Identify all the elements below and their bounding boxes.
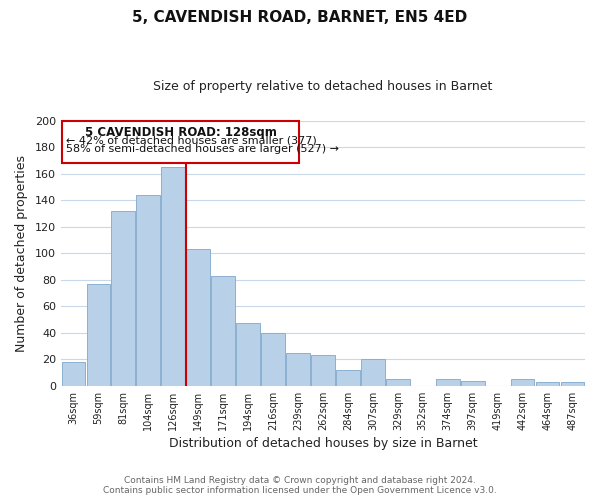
- Text: 5, CAVENDISH ROAD, BARNET, EN5 4ED: 5, CAVENDISH ROAD, BARNET, EN5 4ED: [133, 10, 467, 25]
- Bar: [461, 380, 485, 386]
- Bar: [261, 333, 285, 386]
- Text: 5 CAVENDISH ROAD: 128sqm: 5 CAVENDISH ROAD: 128sqm: [85, 126, 277, 139]
- Title: Size of property relative to detached houses in Barnet: Size of property relative to detached ho…: [153, 80, 493, 93]
- Bar: [286, 352, 310, 386]
- X-axis label: Distribution of detached houses by size in Barnet: Distribution of detached houses by size …: [169, 437, 477, 450]
- Text: Contains HM Land Registry data © Crown copyright and database right 2024.
Contai: Contains HM Land Registry data © Crown c…: [103, 476, 497, 495]
- Bar: [386, 379, 410, 386]
- Bar: [86, 284, 110, 386]
- Bar: [336, 370, 360, 386]
- Text: ← 42% of detached houses are smaller (377): ← 42% of detached houses are smaller (37…: [66, 135, 317, 145]
- Bar: [187, 249, 210, 386]
- Y-axis label: Number of detached properties: Number of detached properties: [15, 154, 28, 352]
- Bar: [511, 379, 535, 386]
- Bar: [161, 167, 185, 386]
- Bar: [311, 356, 335, 386]
- Bar: [136, 195, 160, 386]
- Bar: [236, 324, 260, 386]
- Bar: [536, 382, 559, 386]
- Bar: [112, 210, 135, 386]
- Bar: [211, 276, 235, 386]
- Bar: [361, 360, 385, 386]
- Bar: [436, 379, 460, 386]
- Bar: [62, 362, 85, 386]
- Text: 58% of semi-detached houses are larger (527) →: 58% of semi-detached houses are larger (…: [66, 144, 339, 154]
- Bar: [560, 382, 584, 386]
- FancyBboxPatch shape: [62, 120, 299, 163]
